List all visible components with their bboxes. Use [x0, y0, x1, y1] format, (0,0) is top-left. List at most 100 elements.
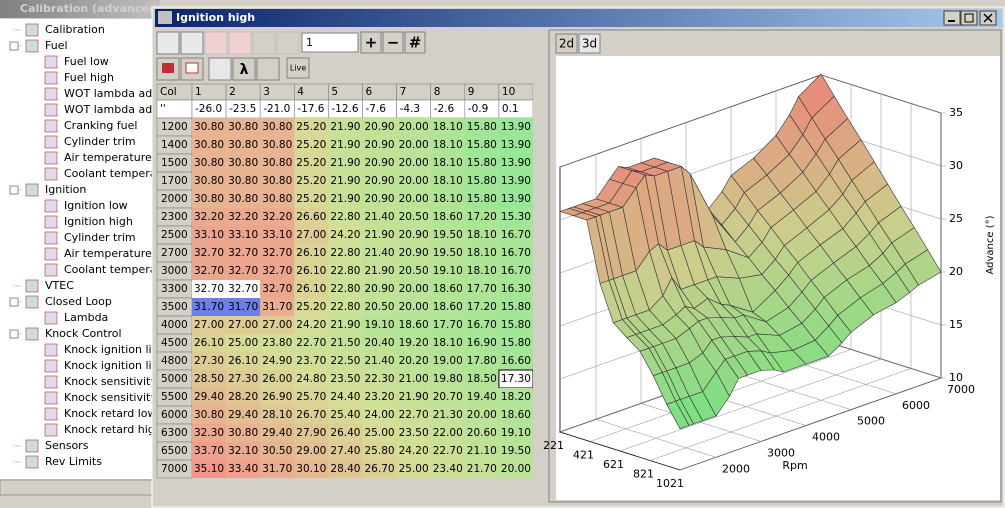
table-cell[interactable] — [328, 388, 363, 406]
table-cell[interactable] — [396, 208, 431, 226]
table-cell[interactable] — [498, 190, 533, 208]
tree-item[interactable]: Fuel — [45, 39, 68, 52]
table-cell[interactable] — [294, 370, 329, 388]
table-cell[interactable] — [396, 370, 431, 388]
table-cell[interactable] — [192, 280, 227, 298]
table-cell[interactable] — [328, 244, 363, 262]
table-cell[interactable] — [396, 244, 431, 262]
table-cell[interactable] — [328, 298, 363, 316]
table-cell[interactable] — [396, 442, 431, 460]
table-cell[interactable] — [498, 298, 533, 316]
table-cell[interactable] — [396, 118, 431, 136]
table-cell[interactable] — [498, 280, 533, 298]
table-cell[interactable] — [260, 352, 295, 370]
table-cell[interactable] — [362, 460, 397, 478]
table-cell[interactable] — [430, 280, 465, 298]
table-cell[interactable] — [498, 136, 533, 154]
table-cell[interactable] — [362, 172, 397, 190]
table-cell[interactable] — [192, 244, 227, 262]
table-cell[interactable] — [430, 352, 465, 370]
toolbar-button[interactable] — [360, 31, 382, 54]
table-cell[interactable] — [362, 442, 397, 460]
table-cell[interactable] — [260, 280, 295, 298]
table-cell[interactable] — [498, 424, 533, 442]
table-cell[interactable] — [226, 118, 261, 136]
table-cell[interactable] — [294, 136, 329, 154]
table-cell[interactable] — [362, 262, 397, 280]
table-cell[interactable] — [260, 172, 295, 190]
tree-item[interactable]: Knock ignition limit — [64, 359, 170, 372]
table-cell[interactable] — [430, 190, 465, 208]
table-cell[interactable] — [260, 190, 295, 208]
table-cell[interactable] — [430, 262, 465, 280]
table-cell[interactable] — [430, 388, 465, 406]
table-cell[interactable] — [362, 208, 397, 226]
table-cell[interactable] — [294, 262, 329, 280]
table-cell[interactable] — [464, 298, 499, 316]
lambda-button[interactable] — [232, 57, 256, 81]
table-cell[interactable] — [192, 190, 227, 208]
tree-item[interactable]: Knock Control — [45, 327, 122, 340]
table-cell[interactable] — [192, 226, 227, 244]
table-cell[interactable] — [328, 316, 363, 334]
table-cell[interactable] — [192, 172, 227, 190]
table-cell[interactable] — [328, 190, 363, 208]
minimize-button[interactable] — [943, 10, 961, 26]
table-cell[interactable] — [396, 424, 431, 442]
tool-button[interactable] — [156, 31, 180, 55]
table-cell[interactable] — [464, 244, 499, 262]
table-cell[interactable] — [464, 406, 499, 424]
table-cell[interactable] — [260, 226, 295, 244]
table-cell[interactable] — [362, 352, 397, 370]
tree-item[interactable]: Cranking fuel — [64, 119, 137, 132]
table-cell[interactable] — [464, 370, 499, 388]
table-cell[interactable] — [498, 334, 533, 352]
table-cell[interactable] — [396, 334, 431, 352]
view-tab[interactable] — [555, 33, 578, 54]
table-cell[interactable] — [498, 316, 533, 334]
table-cell[interactable] — [260, 388, 295, 406]
table-cell[interactable] — [464, 442, 499, 460]
table-cell[interactable] — [362, 190, 397, 208]
table-cell[interactable] — [464, 316, 499, 334]
table-cell[interactable] — [226, 352, 261, 370]
table-cell[interactable] — [328, 424, 363, 442]
table-cell[interactable] — [464, 154, 499, 172]
table-cell[interactable] — [430, 154, 465, 172]
table-cell[interactable] — [396, 154, 431, 172]
table-cell[interactable] — [294, 244, 329, 262]
table-cell[interactable] — [260, 136, 295, 154]
table-cell[interactable] — [192, 316, 227, 334]
step-input[interactable] — [301, 32, 359, 53]
table-cell[interactable] — [226, 208, 261, 226]
table-cell[interactable] — [362, 280, 397, 298]
tree-item[interactable]: VTEC — [45, 279, 74, 292]
table-cell[interactable] — [260, 118, 295, 136]
table-cell[interactable] — [192, 208, 227, 226]
table-cell[interactable] — [396, 136, 431, 154]
table-cell[interactable] — [294, 460, 329, 478]
table-cell[interactable] — [396, 388, 431, 406]
table-cell[interactable] — [464, 226, 499, 244]
tree-item[interactable]: Knock retard low — [64, 407, 157, 420]
tree-expander[interactable] — [9, 329, 19, 339]
table-cell[interactable] — [430, 460, 465, 478]
table-cell[interactable] — [362, 244, 397, 262]
table-cell[interactable] — [294, 226, 329, 244]
table-cell[interactable] — [226, 406, 261, 424]
table-cell[interactable] — [396, 316, 431, 334]
table-cell[interactable] — [192, 118, 227, 136]
table-cell[interactable] — [430, 370, 465, 388]
table-cell[interactable] — [464, 388, 499, 406]
table-cell[interactable] — [294, 424, 329, 442]
table-cell[interactable] — [294, 316, 329, 334]
table-cell[interactable] — [294, 172, 329, 190]
table-cell[interactable] — [226, 388, 261, 406]
table-cell[interactable] — [430, 298, 465, 316]
table-cell[interactable] — [226, 226, 261, 244]
table-cell[interactable] — [260, 334, 295, 352]
tree-item[interactable]: Ignition high — [64, 215, 133, 228]
tree-expander[interactable] — [9, 297, 19, 307]
table-cell[interactable] — [328, 136, 363, 154]
table-cell[interactable] — [362, 136, 397, 154]
